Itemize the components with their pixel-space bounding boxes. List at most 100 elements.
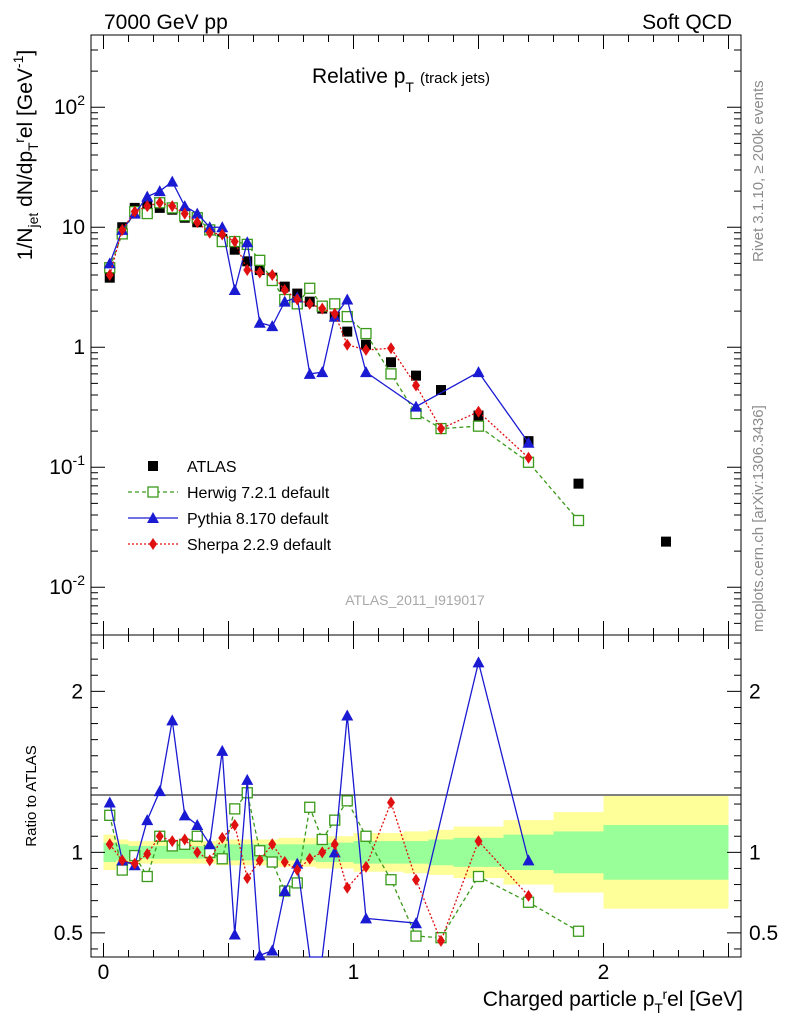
ratio-point-pythia bbox=[216, 744, 229, 756]
ratio-point-sherpa bbox=[268, 838, 277, 851]
ratio-ylabel: Ratio to ATLAS bbox=[23, 745, 40, 846]
ratio-point-sherpa bbox=[318, 846, 327, 859]
ratio-point-sherpa bbox=[118, 854, 127, 867]
ratio-point-sherpa bbox=[218, 831, 227, 844]
ratio-point-pythia bbox=[291, 857, 304, 869]
header-right: Soft QCD bbox=[642, 11, 732, 34]
ratio-point-pythia bbox=[203, 838, 216, 850]
legend-marker-atlas bbox=[148, 461, 158, 471]
watermark: ATLAS_2011_I919017 bbox=[345, 592, 485, 608]
main-series-sherpa bbox=[105, 196, 533, 464]
main-point-sherpa bbox=[305, 297, 314, 310]
ratio-point-pythia bbox=[178, 809, 191, 821]
legend-marker-sherpa bbox=[149, 538, 157, 550]
main-point-sherpa bbox=[230, 235, 239, 248]
ratio-point-herwig bbox=[216, 853, 228, 865]
main-point-pythia bbox=[522, 436, 535, 448]
ratio-ticks: 0 1 2 0.5 0.5 1 1 2 2 bbox=[54, 635, 778, 984]
plot-title-suffix: (track jets) bbox=[420, 70, 490, 87]
plot-title-sub: T bbox=[405, 79, 414, 95]
main-point-pythia bbox=[266, 320, 279, 332]
ratio-point-sherpa bbox=[330, 838, 339, 851]
main-panel: 10-2 10-1 1 10 102 bbox=[49, 34, 742, 636]
main-point-herwig bbox=[472, 420, 485, 432]
main-point-pythia bbox=[153, 185, 166, 197]
ratio-point-herwig bbox=[229, 803, 241, 815]
ratio-panel: 0 1 2 0.5 0.5 1 1 2 2 bbox=[54, 634, 778, 984]
ratio-point-sherpa bbox=[143, 847, 152, 860]
ratio-point-pythia bbox=[141, 814, 154, 826]
main-point-atlas bbox=[342, 326, 353, 337]
main-point-sherpa bbox=[193, 216, 202, 229]
main-point-pythia bbox=[141, 190, 154, 202]
main-line-herwig bbox=[109, 201, 579, 521]
ratio-band-green bbox=[241, 844, 254, 861]
main-point-sherpa bbox=[362, 343, 370, 356]
main-point-sherpa bbox=[180, 207, 189, 220]
ratio-point-herwig bbox=[360, 830, 372, 842]
header-left: 7000 GeV pp bbox=[104, 11, 228, 34]
ratio-point-pythia bbox=[278, 884, 291, 896]
ratio-point-pythia bbox=[360, 912, 372, 924]
xaxis-label: Charged particle pTrel [GeV] bbox=[483, 986, 743, 1016]
main-point-atlas bbox=[573, 478, 584, 489]
main-point-sherpa bbox=[155, 196, 164, 209]
main-ytick-label: 102 bbox=[54, 92, 85, 119]
ratio-point-herwig bbox=[572, 925, 585, 937]
main-point-herwig bbox=[360, 327, 372, 340]
main-point-pythia bbox=[191, 207, 204, 219]
ratio-point-sherpa bbox=[474, 835, 483, 848]
main-point-sherpa bbox=[293, 293, 302, 306]
ratio-point-pythia bbox=[191, 818, 204, 830]
main-point-sherpa bbox=[524, 451, 533, 464]
main-ytick-label: 10 bbox=[62, 216, 85, 239]
main-point-pythia bbox=[216, 221, 229, 233]
ratio-point-herwig bbox=[329, 814, 341, 826]
main-point-atlas bbox=[411, 370, 421, 381]
main-point-pythia bbox=[166, 175, 179, 187]
main-ylabel-text: 1/Njet dN/dpTrel [GeV-1] bbox=[10, 50, 41, 260]
main-point-sherpa bbox=[318, 302, 327, 315]
ratio-point-sherpa bbox=[155, 830, 164, 843]
ratio-xtick-label: 1 bbox=[348, 961, 360, 984]
main-ylabel: 1/Njet dN/dpTrel [GeV-1] bbox=[10, 50, 41, 260]
ratio-point-sherpa bbox=[193, 846, 202, 859]
main-ytick-label: 10-2 bbox=[49, 572, 85, 599]
ratio-point-herwig bbox=[254, 845, 266, 857]
ratio-ytick-label-right: 2 bbox=[749, 680, 761, 703]
ratio-series-sherpa bbox=[105, 796, 533, 947]
ratio-band-green bbox=[291, 844, 304, 861]
main-point-sherpa bbox=[330, 307, 339, 320]
side-rivet-text: Rivet 3.1.10, ≥ 200k events bbox=[750, 80, 767, 262]
main-point-sherpa bbox=[143, 200, 152, 213]
ratio-band-green bbox=[553, 831, 604, 874]
ratio-xtick-label: 0 bbox=[98, 961, 110, 984]
ratio-point-sherpa bbox=[255, 854, 264, 867]
ratio-point-sherpa bbox=[387, 796, 395, 809]
ratio-ylabel-text: Ratio to ATLAS bbox=[23, 745, 40, 846]
main-point-sherpa bbox=[105, 269, 114, 281]
main-point-sherpa bbox=[268, 269, 277, 281]
main-point-sherpa bbox=[168, 200, 177, 213]
ratio-point-pythia bbox=[328, 846, 341, 858]
ratio-point-sherpa bbox=[305, 852, 314, 865]
plot-title: Relative pT (track jets) bbox=[312, 65, 490, 95]
main-point-herwig bbox=[329, 298, 341, 310]
main-point-atlas bbox=[229, 244, 240, 255]
main-point-herwig bbox=[572, 514, 585, 527]
ratio-point-pythia bbox=[228, 928, 241, 940]
ratio-band-green bbox=[228, 844, 241, 861]
ratio-point-herwig bbox=[410, 930, 422, 942]
ratio-point-pythia bbox=[341, 709, 354, 721]
side-mcplots-text: mcplots.cern.ch [arXiv:1306.3436] bbox=[750, 405, 767, 632]
main-point-atlas bbox=[436, 385, 446, 396]
ratio-point-pythia bbox=[410, 917, 422, 929]
ratio-series bbox=[103, 656, 585, 961]
ratio-point-herwig bbox=[116, 864, 128, 876]
ratio-point-sherpa bbox=[412, 873, 420, 886]
main-point-sherpa bbox=[437, 422, 445, 435]
ratio-band-green bbox=[378, 841, 404, 864]
main-ticks: 10-2 10-1 1 10 102 bbox=[49, 34, 741, 636]
ratio-band-green bbox=[153, 845, 166, 859]
ratio-point-herwig bbox=[304, 801, 316, 813]
